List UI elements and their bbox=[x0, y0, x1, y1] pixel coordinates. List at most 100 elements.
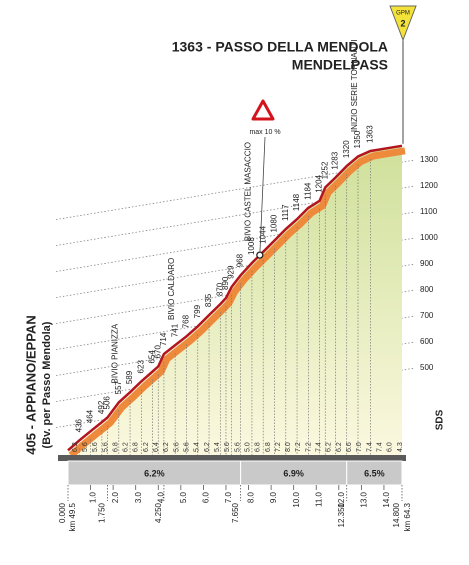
gradient-label: 5.6 bbox=[92, 442, 99, 452]
marker-label: 4.250 bbox=[154, 502, 163, 523]
grid-line bbox=[55, 159, 416, 220]
elevation-label: 1283 bbox=[331, 151, 340, 169]
elevation-label: 1184 bbox=[303, 182, 312, 200]
logo: SDS bbox=[435, 409, 446, 430]
section-label: 6.2% bbox=[144, 468, 165, 478]
section-band bbox=[346, 460, 403, 486]
x-tick-label: 14.0 bbox=[382, 491, 391, 507]
gradient-label: 6.8 bbox=[265, 442, 272, 452]
gradient-label: 5.6 bbox=[102, 442, 109, 452]
main-layer: 500 600 700 800 900 1000 1100 1200 1300 436464492… bbox=[58, 40, 438, 531]
elevation-label: 799 bbox=[193, 304, 202, 318]
elevation-label: 741 bbox=[170, 323, 179, 337]
marker-label: 0.000 bbox=[58, 502, 67, 523]
landmark-label: BIVIO CASTEL MASACCIO bbox=[244, 142, 253, 241]
elevation-label: 835 bbox=[204, 293, 213, 307]
fill-layer bbox=[68, 145, 406, 458]
x-tick-label: 5.0 bbox=[179, 491, 188, 503]
gradient-label: 8.0 bbox=[285, 442, 292, 452]
gradient-label: 4.3 bbox=[397, 442, 404, 452]
marker-label: 12.350 bbox=[337, 502, 346, 527]
gradient-label: 5.6 bbox=[224, 442, 231, 452]
gradient-label: 5.4 bbox=[214, 442, 221, 452]
gradient-label: 5.4 bbox=[194, 442, 201, 452]
profile-line bbox=[67, 144, 403, 452]
elevation-label: 1044 bbox=[258, 225, 267, 243]
warning-sign bbox=[251, 99, 275, 121]
grid-line bbox=[55, 289, 416, 350]
grid-line bbox=[55, 237, 416, 298]
x-tick-label: 2.0 bbox=[111, 491, 120, 503]
y-tick-label: 1300 bbox=[420, 155, 438, 164]
marker-label: 7.650 bbox=[231, 502, 240, 523]
gradient-label: 5.6 bbox=[173, 442, 180, 452]
gradient-label: 6.6 bbox=[346, 442, 353, 452]
gradient-label: 6.2 bbox=[336, 442, 343, 452]
elevation-label: 1350 bbox=[353, 130, 362, 148]
elevation-label: 929 bbox=[227, 265, 236, 279]
gradient-label: 5.6 bbox=[234, 442, 241, 452]
gradient-label: 7.2 bbox=[275, 442, 282, 452]
max-gradient-pointer bbox=[259, 136, 266, 256]
section-band bbox=[240, 460, 348, 486]
max-gradient-label: max 10 % bbox=[249, 129, 280, 136]
gpm-category: 2 bbox=[400, 18, 405, 28]
gradient-label: 7.2 bbox=[295, 442, 302, 452]
section-band bbox=[67, 460, 242, 486]
y-tick-label: 500 bbox=[420, 363, 434, 372]
y-tick-label: 600 bbox=[420, 337, 434, 346]
start-note: (Bv. per Passo Mendola) bbox=[41, 321, 53, 448]
gradient-label: 6.0 bbox=[387, 442, 394, 452]
end-km: km 64.3 bbox=[403, 502, 412, 531]
base-band bbox=[58, 455, 406, 461]
landmark-label: BIVIO CALDARO bbox=[167, 258, 176, 320]
y-tick-label: 800 bbox=[420, 285, 434, 294]
x-tick-label: 7.0 bbox=[224, 491, 233, 503]
gpm-badge bbox=[389, 5, 417, 42]
y-tick-label: 1100 bbox=[420, 207, 438, 216]
elevation-label: 1008 bbox=[247, 237, 256, 255]
gradient-label: 6.8 bbox=[255, 442, 262, 452]
gradient-label: 6.2 bbox=[72, 442, 79, 452]
marker-label: 1.750 bbox=[98, 502, 107, 523]
grid-line bbox=[55, 211, 416, 272]
y-tick-label: 900 bbox=[420, 259, 434, 268]
elevation-label: 1117 bbox=[281, 204, 290, 221]
elevation-label: 436 bbox=[74, 418, 83, 432]
gradient-label: 6.4 bbox=[153, 442, 160, 452]
elevation-label: 557 bbox=[114, 380, 123, 394]
landmark-label: INIZIO SERIE TORNANTI bbox=[350, 40, 359, 133]
x-tick-label: 9.0 bbox=[269, 491, 278, 503]
elevation-label: 968 bbox=[236, 253, 245, 267]
start-name: 405 - APPIANO/EPPAN bbox=[23, 315, 38, 454]
gradient-label: 6.2 bbox=[123, 442, 130, 452]
elevation-label: 654 bbox=[148, 350, 157, 364]
y-tick-label: 1000 bbox=[420, 233, 438, 242]
elevation-label: 1363 bbox=[366, 125, 375, 143]
gradient-label: 6.2 bbox=[143, 442, 150, 452]
chart-title: 1363 - PASSO DELLA MENDOLA bbox=[172, 39, 388, 55]
gradient-label: 6.2 bbox=[326, 442, 333, 452]
elevation-label: 1080 bbox=[270, 214, 279, 232]
x-tick-label: 13.0 bbox=[359, 491, 368, 507]
elevation-label: 890 bbox=[221, 276, 230, 290]
elevation-label: 623 bbox=[136, 360, 145, 374]
elevation-label: 1148 bbox=[292, 193, 301, 211]
elevation-label: 492 bbox=[97, 400, 106, 414]
x-tick-label: 3.0 bbox=[134, 491, 143, 503]
elevation-label: 1320 bbox=[342, 140, 351, 158]
elevation-label: 870 bbox=[215, 282, 224, 296]
x-tick-label: 11.0 bbox=[314, 491, 323, 507]
gradient-label: 6.2 bbox=[163, 442, 170, 452]
grid-line bbox=[55, 185, 416, 246]
gradient-label: 7.2 bbox=[305, 442, 312, 452]
y-tick-label: 700 bbox=[420, 311, 434, 320]
elevation-label: 768 bbox=[182, 314, 191, 328]
grid-line bbox=[55, 315, 416, 376]
gradient-label: 5.0 bbox=[244, 442, 251, 452]
x-tick-label: 10.0 bbox=[292, 491, 301, 507]
elevation-label: 506 bbox=[103, 396, 112, 410]
elevation-label: 1252 bbox=[320, 161, 329, 179]
x-tick-label: 4.0 bbox=[156, 491, 165, 503]
